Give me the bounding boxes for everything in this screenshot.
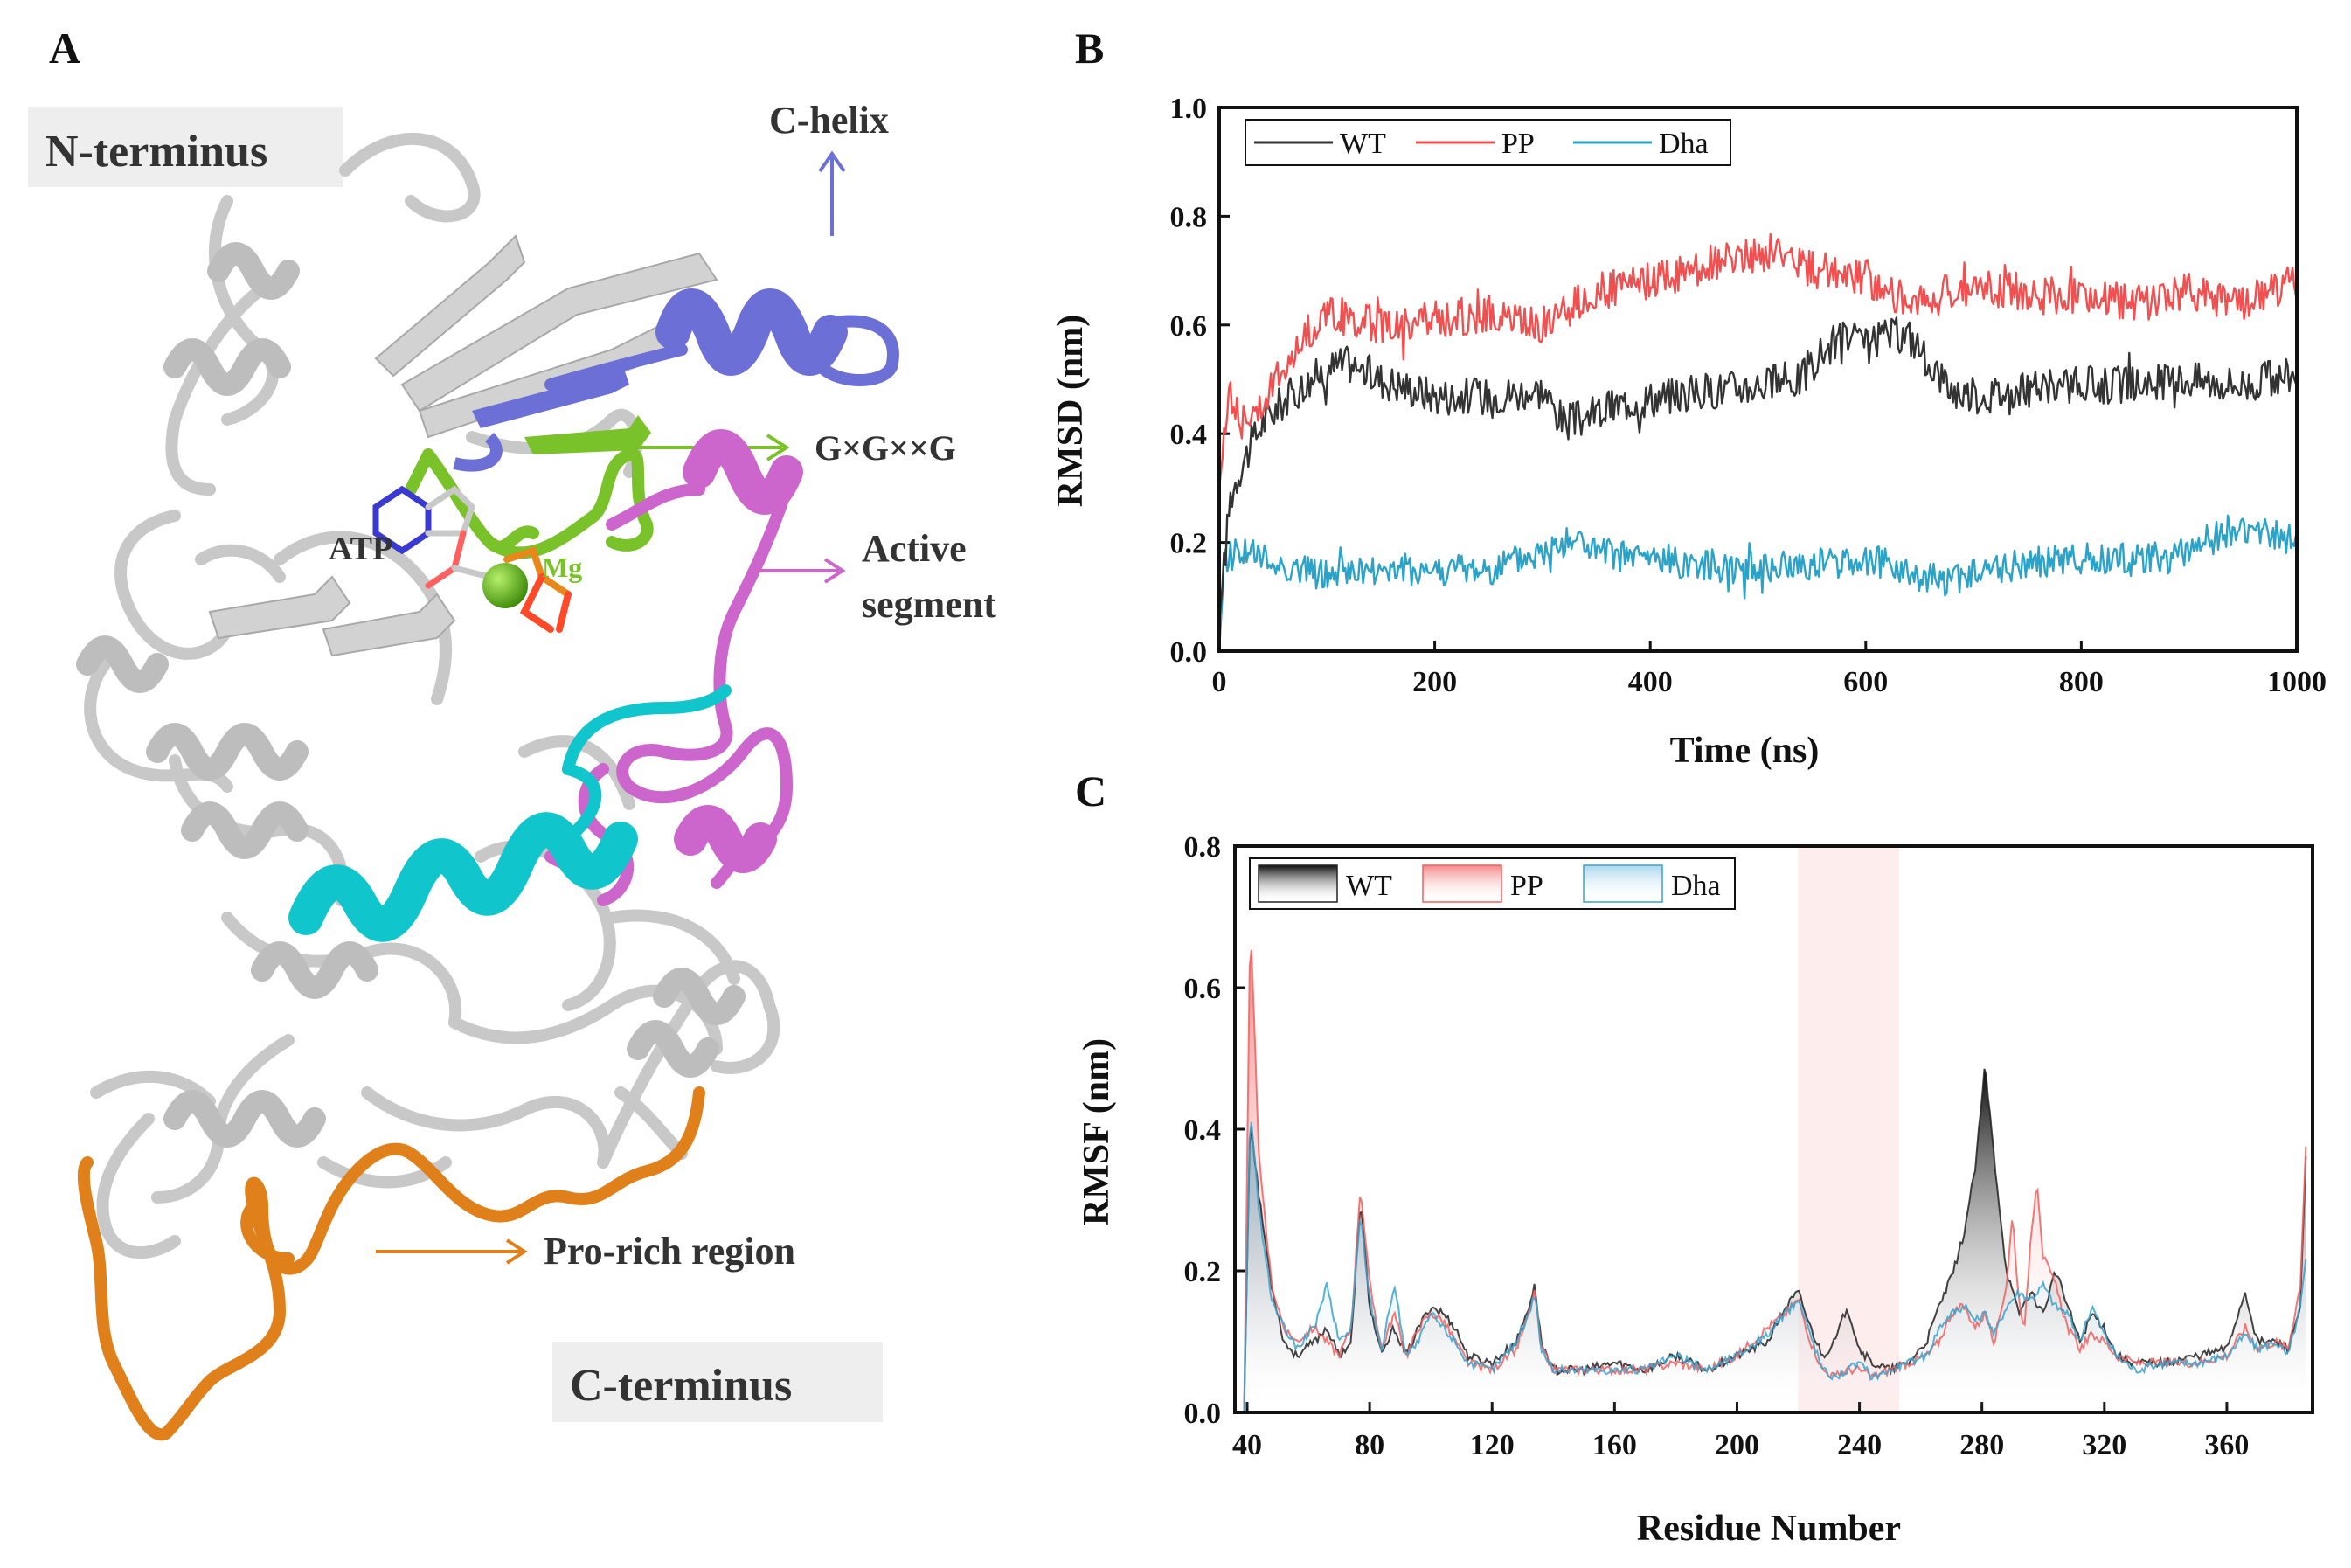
rmsf-legend-label-pp: PP <box>1510 870 1543 902</box>
rmsf-legend-swatch-dha <box>1583 864 1663 903</box>
rmsf-y-tick-label: 0.4 <box>1184 1114 1222 1147</box>
c-terminus-label: C-terminus <box>570 1361 792 1411</box>
rmsf-x-tick-label: 240 <box>1837 1429 1882 1461</box>
rmsf-x-tick-label: 80 <box>1355 1429 1384 1461</box>
c-terminus-box <box>552 1342 883 1422</box>
rmsf-series-dha <box>1243 1121 2307 1413</box>
atp-molecule <box>372 485 493 589</box>
protein-structure-panel: A N-terminus C-terminus <box>28 24 996 1441</box>
rmsd-plot-frame <box>1217 106 2299 653</box>
rmsf-y-axis-title: RMSF (nm) <box>1077 1038 1117 1225</box>
cyan-helix <box>288 684 732 942</box>
rmsd-x-tick-label: 600 <box>1843 666 1888 698</box>
rmsf-axis-ticks: 40 80 120 160 200 240 280 320 360 0.0 0.2 0.4 0.6 0.8 <box>1184 831 2250 1461</box>
c-helix-blue <box>453 288 899 472</box>
rmsf-series-pp <box>1243 949 2307 1413</box>
rmsd-series-group <box>1217 232 2297 652</box>
rmsf-plot-frame <box>1233 844 2314 1414</box>
active-label-1: Active <box>862 527 967 570</box>
rmsf-x-tick-label: 160 <box>1592 1429 1637 1461</box>
pro-rich-arrow-head <box>505 1238 528 1265</box>
rmsd-y-axis-title: RMSD (nm) <box>1051 315 1091 507</box>
rmsf-x-tick-label: 360 <box>2204 1429 2249 1461</box>
rmsd-x-axis-title: Time (ns) <box>1670 731 1820 771</box>
rmsf-y-tick-label: 0.0 <box>1184 1398 1222 1430</box>
mg-label: Mg <box>542 552 582 583</box>
rmsd-x-tick-label: 1000 <box>2267 666 2327 698</box>
rmsd-y-tick-label: 0.0 <box>1170 636 1208 669</box>
c-helix-arrow-head <box>818 150 846 173</box>
glycine-loop-green <box>405 448 654 559</box>
rmsd-legend: WT PP Dha <box>1245 119 1731 166</box>
rmsd-x-tick-label: 200 <box>1412 666 1457 698</box>
rmsf-area-dha <box>1244 1121 2306 1412</box>
rmsf-x-tick-label: 200 <box>1715 1429 1759 1461</box>
rmsd-legend-label-pp: PP <box>1501 128 1535 160</box>
rmsf-legend: WT PP Dha <box>1249 857 1736 910</box>
rmsf-x-axis-title: Residue Number <box>1637 1509 1901 1549</box>
c-helix-label: C-helix <box>769 99 889 142</box>
rmsd-series-pp <box>1217 232 2297 489</box>
rmsd-legend-label-dha: Dha <box>1659 128 1709 160</box>
rmsd-y-tick-label: 1.0 <box>1170 93 1208 125</box>
rmsf-y-tick-label: 0.2 <box>1184 1256 1222 1288</box>
pro-rich-label: Pro-rich region <box>544 1230 795 1273</box>
gray-helices <box>76 242 746 1148</box>
rmsd-chart: B RMSD (nm) Time (ns) 0 200 400 600 800 10000… <box>1051 24 2327 771</box>
n-terminus-label: N-terminus <box>45 127 267 177</box>
active-label-2: segment <box>862 583 996 626</box>
gxgxxg-arrow-head <box>766 434 790 461</box>
rmsf-y-tick-label: 0.8 <box>1184 831 1222 864</box>
rmsf-legend-swatch-wt <box>1258 864 1338 903</box>
rmsd-series-dha <box>1217 514 2297 652</box>
rmsd-x-tick-label: 800 <box>2059 666 2104 698</box>
rmsd-legend-label-wt: WT <box>1340 128 1386 160</box>
rmsf-legend-label-dha: Dha <box>1671 870 1721 902</box>
rmsf-legend-swatch-pp <box>1422 864 1502 903</box>
rmsd-axis-ticks: 0 200 400 600 800 1000 0.0 0.2 0.4 0.6 0.8 1.0 <box>1170 93 2327 698</box>
panel-a-letter: A <box>49 24 80 73</box>
rmsf-chart: C RMSF (nm) Residue Number 40 80 120 160 200… <box>1075 767 2314 1549</box>
glycine-strand-green <box>524 415 651 454</box>
rmsd-x-tick-label: 400 <box>1628 666 1673 698</box>
rmsf-x-tick-label: 120 <box>1470 1429 1515 1461</box>
rmsf-x-tick-label: 280 <box>1959 1429 2004 1461</box>
gxgxxg-label: G×G××G <box>815 428 956 468</box>
rmsd-y-tick-label: 0.4 <box>1170 419 1208 451</box>
rmsf-y-tick-label: 0.6 <box>1184 973 1222 1005</box>
panel-b-letter: B <box>1075 24 1104 73</box>
rmsd-y-tick-label: 0.6 <box>1170 310 1208 343</box>
active-segment-arrow-head <box>823 558 846 584</box>
atp-label: ATP <box>329 531 392 567</box>
rmsf-series-group <box>1243 949 2307 1413</box>
rmsf-x-tick-label: 320 <box>2082 1429 2126 1461</box>
mg-ion <box>482 563 528 608</box>
rmsf-x-tick-label: 40 <box>1232 1429 1262 1461</box>
phosphate-sticks <box>503 545 572 633</box>
rmsd-y-tick-label: 0.2 <box>1170 528 1208 560</box>
panel-c-letter: C <box>1075 767 1106 815</box>
n-terminus-box <box>28 107 343 187</box>
rmsf-legend-label-wt: WT <box>1346 870 1392 902</box>
rmsd-y-tick-label: 0.8 <box>1170 201 1208 233</box>
rmsd-x-tick-label: 0 <box>1212 666 1227 698</box>
rmsd-series-wt <box>1217 316 2297 625</box>
activation-segment-magenta <box>544 429 803 906</box>
pro-rich-region-orange <box>77 1086 705 1441</box>
